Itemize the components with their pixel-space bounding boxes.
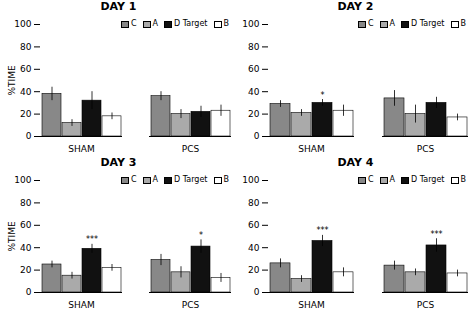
svg-text:60: 60: [20, 64, 32, 74]
svg-text:100: 100: [242, 19, 259, 29]
svg-text:100: 100: [14, 19, 31, 29]
svg-text:0: 0: [254, 287, 260, 297]
html-text:DAY 3: DAY 3: [100, 156, 137, 169]
svg-text:PCS: PCS: [182, 300, 200, 310]
svg-text:40: 40: [20, 87, 32, 97]
svg-text:100: 100: [14, 175, 31, 185]
svg-text:SHAM: SHAM: [68, 300, 94, 310]
svg-text:%TIME: %TIME: [7, 221, 17, 251]
svg-text:PCS: PCS: [417, 144, 435, 154]
svg-text:40: 40: [20, 243, 32, 253]
svg-text:20: 20: [248, 265, 260, 275]
svg-text:80: 80: [248, 42, 260, 52]
html-text:C: C: [131, 19, 137, 28]
svg-text:PCS: PCS: [182, 144, 200, 154]
svg-text:***: ***: [317, 226, 329, 235]
svg-text:40: 40: [248, 87, 260, 97]
svg-text:20: 20: [248, 109, 260, 119]
svg-text:20: 20: [20, 109, 32, 119]
html-text:DAY 2: DAY 2: [337, 0, 374, 13]
html-text:D Target: D Target: [174, 19, 208, 28]
html-text:B: B: [223, 175, 229, 184]
html-text:A: A: [152, 175, 158, 184]
svg-text:0: 0: [26, 131, 32, 141]
html-text:A: A: [389, 19, 395, 28]
html-text:D Target: D Target: [411, 19, 445, 28]
svg-text:80: 80: [20, 42, 32, 52]
svg-text:60: 60: [248, 220, 260, 230]
svg-text:80: 80: [20, 198, 32, 208]
html-text:DAY 1: DAY 1: [100, 0, 137, 13]
svg-text:0: 0: [26, 287, 32, 297]
html-text:B: B: [460, 175, 466, 184]
svg-text:60: 60: [20, 220, 32, 230]
svg-text:20: 20: [20, 265, 32, 275]
svg-text:***: ***: [431, 230, 443, 239]
html-text:D Target: D Target: [411, 175, 445, 184]
svg-text:SHAM: SHAM: [298, 300, 324, 310]
svg-text:*: *: [321, 91, 325, 100]
svg-text:***: ***: [86, 235, 98, 244]
html-text:DAY 4: DAY 4: [337, 156, 374, 169]
html-text:C: C: [131, 175, 137, 184]
svg-text:%TIME: %TIME: [7, 65, 17, 95]
html-text:B: B: [460, 19, 466, 28]
svg-text:SHAM: SHAM: [298, 144, 324, 154]
html-text:D Target: D Target: [174, 175, 208, 184]
html-text:A: A: [389, 175, 395, 184]
svg-text:SHAM: SHAM: [68, 144, 94, 154]
html-text:B: B: [223, 19, 229, 28]
svg-text:60: 60: [248, 64, 260, 74]
svg-text:100: 100: [242, 175, 259, 185]
svg-text:0: 0: [254, 131, 260, 141]
svg-text:PCS: PCS: [417, 300, 435, 310]
svg-text:*: *: [199, 231, 203, 240]
html-text:C: C: [368, 175, 374, 184]
svg-text:80: 80: [248, 198, 260, 208]
html-text:A: A: [152, 19, 158, 28]
html-text:C: C: [368, 19, 374, 28]
svg-text:40: 40: [248, 243, 260, 253]
